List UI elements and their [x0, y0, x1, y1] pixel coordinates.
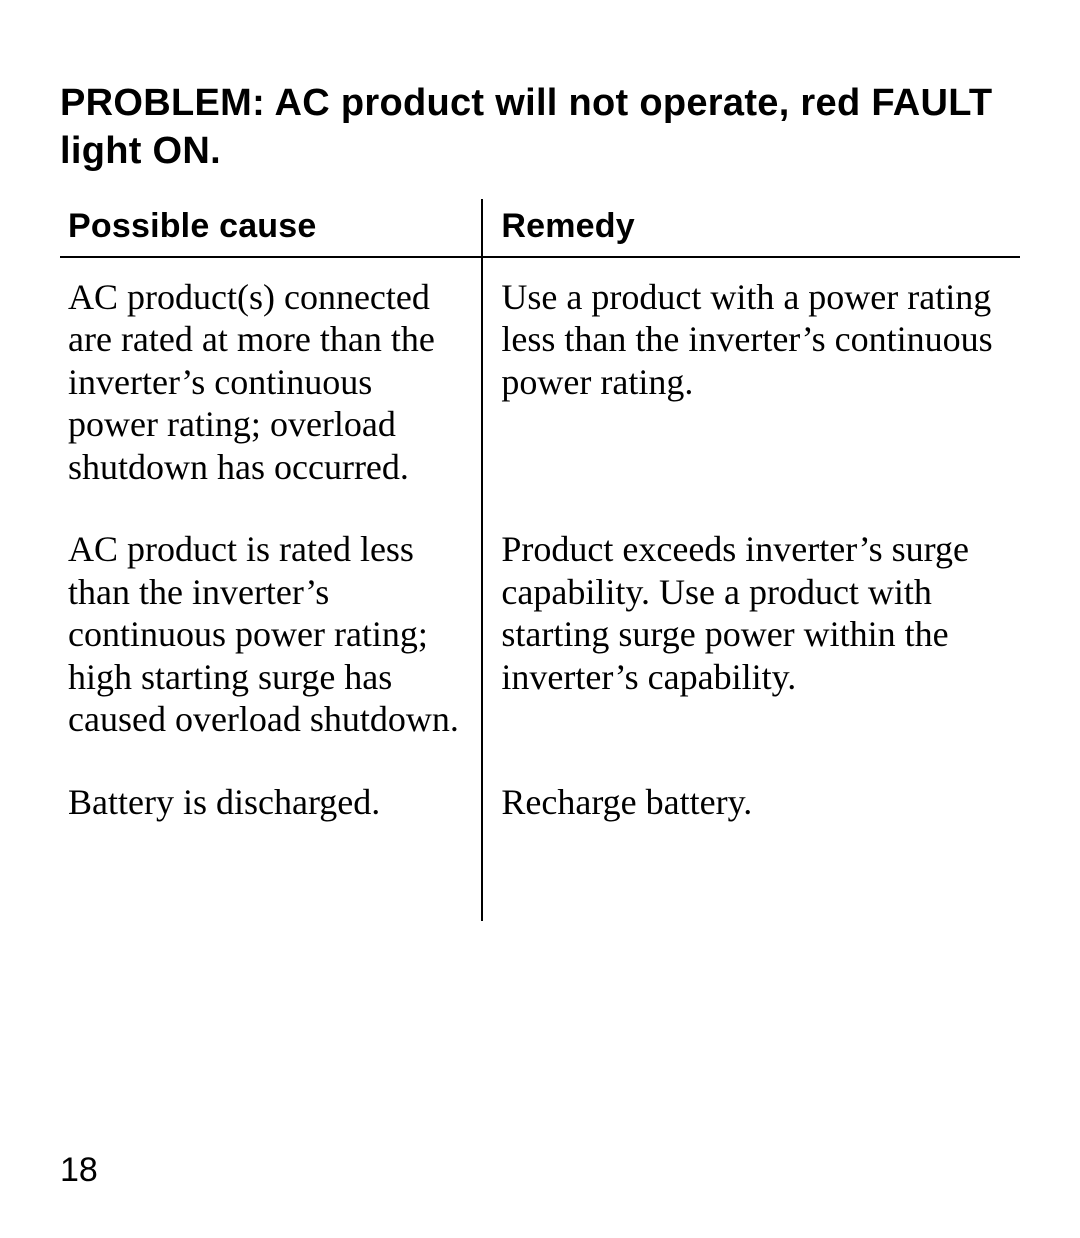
cell-cause: AC product is rated less than the invert…: [60, 510, 482, 762]
problem-heading: PROBLEM: AC product will not operate, re…: [60, 80, 1020, 175]
troubleshoot-table: Possible cause Remedy AC product(s) conn…: [60, 199, 1020, 921]
cell-remedy: Recharge battery.: [482, 763, 1020, 845]
cell-cause: Battery is discharged.: [60, 763, 482, 845]
cell-remedy: Use a product with a power rating less t…: [482, 257, 1020, 510]
col-header-cause: Possible cause: [60, 199, 482, 257]
divider-tail: [60, 845, 1020, 921]
table-row: AC product(s) connected are rated at mor…: [60, 257, 1020, 510]
table-header-row: Possible cause Remedy: [60, 199, 1020, 257]
page: PROBLEM: AC product will not operate, re…: [0, 0, 1080, 1238]
table-row: Battery is discharged. Recharge battery.: [60, 763, 1020, 845]
cell-cause: AC product(s) connected are rated at mor…: [60, 257, 482, 510]
col-header-remedy: Remedy: [482, 199, 1020, 257]
table-row: AC product is rated less than the invert…: [60, 510, 1020, 762]
page-number: 18: [60, 1151, 98, 1190]
cell-remedy: Product exceeds inverter’s surge capabil…: [482, 510, 1020, 762]
